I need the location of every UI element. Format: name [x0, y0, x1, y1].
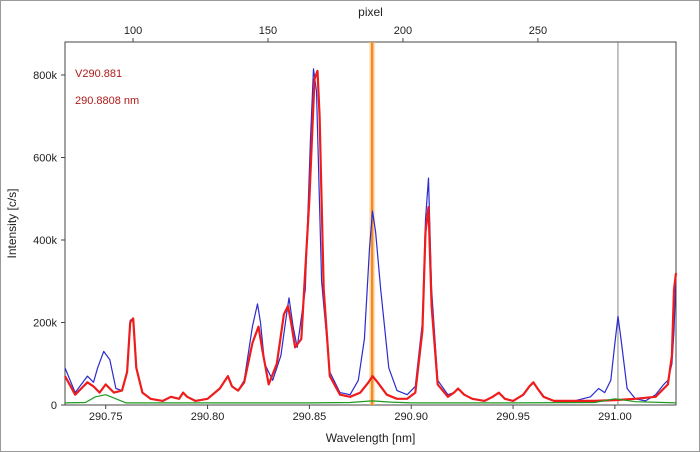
top-axis-title: pixel — [358, 5, 383, 19]
tick-layer: 290.75 290.80 290.85 290.90 290.95 291.00 0 200… — [33, 25, 632, 423]
x-axis-title: Wavelength [nm] — [326, 431, 416, 445]
y-tick-label: 0 — [51, 400, 57, 412]
x-tick-label: 290.90 — [394, 411, 428, 423]
wavelength-annotation: 290.8808 nm — [75, 95, 139, 107]
y-tick-label: 200k — [33, 318, 57, 330]
y-tick-label: 800k — [33, 70, 57, 82]
line-name-annotation: V290.881 — [75, 68, 122, 80]
top-tick-label: 100 — [124, 25, 142, 37]
top-tick-label: 250 — [529, 25, 547, 37]
top-tick-label: 200 — [394, 25, 412, 37]
series-layer — [64, 68, 678, 404]
x-tick-label: 290.80 — [191, 411, 225, 423]
y-tick-label: 400k — [33, 235, 57, 247]
x-tick-label: 290.95 — [496, 411, 530, 423]
marker-layer — [369, 42, 619, 405]
top-tick-label: 150 — [259, 25, 277, 37]
x-tick-label: 290.85 — [293, 411, 327, 423]
x-tick-label: 290.75 — [89, 411, 123, 423]
green-spectrum-line — [64, 394, 677, 404]
y-tick-label: 600k — [33, 153, 57, 165]
y-axis-title: Intensity [c/s] — [5, 188, 19, 258]
x-tick-label: 291.00 — [598, 411, 632, 423]
red-spectrum-line — [64, 69, 678, 402]
